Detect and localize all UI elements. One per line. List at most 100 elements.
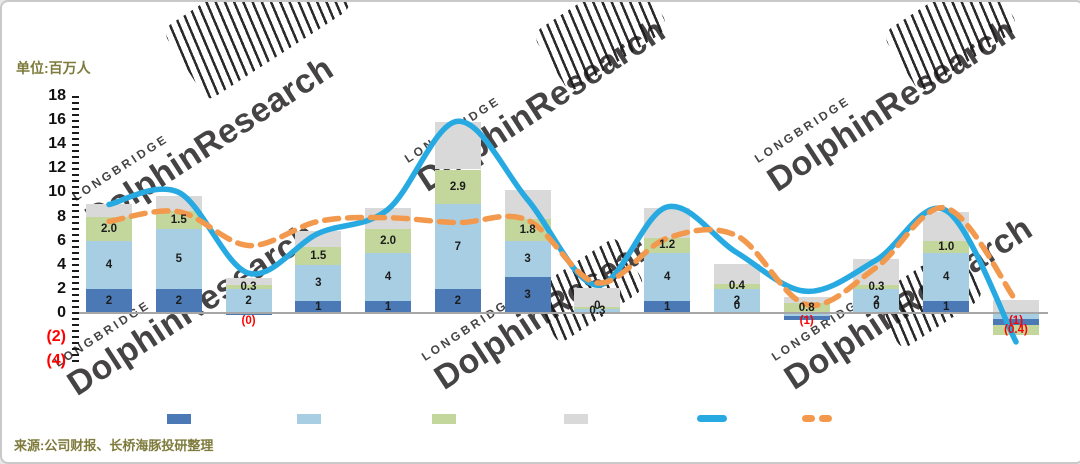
bar-value-label: 4 bbox=[384, 270, 392, 283]
bar-segment bbox=[225, 285, 272, 289]
y-axis-label: 16 bbox=[48, 111, 66, 129]
bar-value-label: 1.5 bbox=[310, 249, 327, 262]
bar-segment bbox=[644, 252, 691, 301]
bar-segment bbox=[783, 316, 830, 320]
bar-value-label: 1.5 bbox=[170, 213, 187, 226]
bar-value-label: 3 bbox=[315, 276, 322, 289]
unit-label: 单位:百万人 bbox=[16, 60, 91, 76]
bar-segment bbox=[993, 325, 1039, 335]
bar-segment bbox=[574, 306, 621, 310]
bar-value-label: 0.3 bbox=[868, 281, 885, 294]
bar-segment bbox=[713, 263, 760, 285]
bar-segment bbox=[155, 228, 202, 289]
bar-segment bbox=[923, 300, 970, 313]
bar-segment bbox=[853, 285, 900, 289]
bar-segment bbox=[365, 300, 412, 313]
bar-segment bbox=[783, 297, 830, 304]
bar-value-label: 0.8 bbox=[798, 302, 815, 315]
bar-segment bbox=[434, 169, 481, 205]
bar-value-label: 2 bbox=[245, 294, 252, 307]
bar-segment bbox=[365, 208, 412, 229]
y-axis-label: 18 bbox=[48, 86, 66, 104]
bar-value-label: 2.9 bbox=[449, 180, 466, 193]
bar-segment bbox=[783, 313, 830, 316]
bar-value-label: 4 bbox=[663, 270, 671, 283]
bar-value-label: 5 bbox=[175, 252, 182, 265]
bar-value-label: 0 bbox=[733, 300, 741, 312]
bar-segment bbox=[86, 240, 132, 289]
bar-value-label: 1 bbox=[315, 300, 322, 313]
bar-segment bbox=[365, 252, 412, 301]
bar-segment bbox=[295, 264, 342, 301]
bar-value-label: 0 bbox=[873, 300, 880, 312]
bar-segment bbox=[783, 303, 830, 313]
bar-value-label: 2 bbox=[454, 294, 462, 307]
bar-value-label: 2 bbox=[873, 294, 880, 307]
bar-segment bbox=[923, 252, 970, 301]
y-axis-label: 14 bbox=[48, 135, 66, 153]
bar-segment bbox=[574, 287, 621, 307]
bar-value-label: 3 bbox=[524, 288, 531, 301]
bar-value-label: 0.4 bbox=[728, 280, 745, 293]
bar-value-label: (0) bbox=[241, 315, 256, 327]
y-axis-label: (4) bbox=[46, 352, 66, 370]
bar-value-label: 3 bbox=[524, 252, 531, 265]
bar-segment bbox=[713, 288, 760, 313]
bar-value-label: 0.3 bbox=[240, 281, 257, 294]
bar-value-label: 2 bbox=[175, 294, 182, 307]
legend-swatch-light bbox=[297, 414, 321, 424]
y-axis-label: 12 bbox=[48, 159, 66, 177]
bar-segment bbox=[504, 276, 551, 313]
bar-value-label: 2.0 bbox=[101, 222, 117, 235]
bar-segment bbox=[434, 288, 481, 313]
bar-segment bbox=[295, 246, 342, 265]
bar-segment bbox=[644, 300, 691, 313]
bar-value-label: 0.3 bbox=[589, 305, 606, 318]
legend-swatch-orange-dash bbox=[802, 415, 815, 422]
bar-segment bbox=[993, 313, 1039, 320]
x-axis-line bbox=[78, 312, 1048, 314]
legend-swatch-orange-dash bbox=[819, 415, 832, 422]
y-axis-label: 4 bbox=[57, 255, 66, 273]
legend-swatch-green bbox=[432, 414, 456, 424]
bar-value-label: 4 bbox=[105, 258, 113, 271]
bar-segment bbox=[993, 319, 1039, 326]
bar-segment bbox=[365, 228, 412, 253]
bar-value-label: (1) bbox=[799, 315, 814, 327]
bar-value-label: (1) bbox=[1008, 315, 1024, 327]
bar-segment bbox=[86, 204, 132, 217]
bar-value-label: 2 bbox=[105, 294, 113, 307]
y-axis-label: 10 bbox=[48, 183, 66, 201]
bar-value-label: 1 bbox=[943, 300, 950, 313]
bar-segment bbox=[504, 240, 551, 277]
bar-value-label: 1.0 bbox=[938, 240, 955, 253]
bar-segment bbox=[225, 288, 272, 313]
bar-segment bbox=[86, 288, 132, 313]
y-axis-ruler bbox=[72, 96, 79, 362]
bar-value-label: 4 bbox=[943, 270, 950, 283]
y-axis-label: 0 bbox=[57, 304, 66, 321]
bar-value-label: 2 bbox=[733, 294, 741, 307]
legend-swatch-gray bbox=[564, 414, 588, 424]
y-axis-label: 2 bbox=[57, 279, 66, 297]
bar-segment bbox=[574, 309, 621, 313]
bar-value-label: (0.4) bbox=[1004, 323, 1028, 336]
orange-trend-line bbox=[106, 205, 1019, 308]
bar-value-label: 1 bbox=[663, 300, 671, 313]
bar-segment bbox=[923, 240, 970, 253]
legend-swatch-navy bbox=[167, 414, 191, 424]
bar-segment bbox=[853, 288, 900, 313]
y-axis-label: (2) bbox=[46, 328, 66, 346]
legend-swatch-blue-line bbox=[697, 415, 727, 422]
bar-value-label: 1.2 bbox=[659, 239, 676, 252]
bar-value-label: 7 bbox=[454, 240, 462, 253]
bar-value-label: 0 bbox=[594, 300, 601, 312]
bar-value-label: 1 bbox=[384, 300, 392, 313]
y-axis-label: 8 bbox=[57, 207, 66, 225]
source-note: 来源:公司财报、长桥海豚投研整理 bbox=[14, 438, 214, 453]
bar-segment bbox=[155, 288, 202, 313]
bar-segment bbox=[713, 284, 760, 289]
bar-value-label: 2.0 bbox=[380, 234, 397, 247]
bar-segment bbox=[295, 300, 342, 313]
